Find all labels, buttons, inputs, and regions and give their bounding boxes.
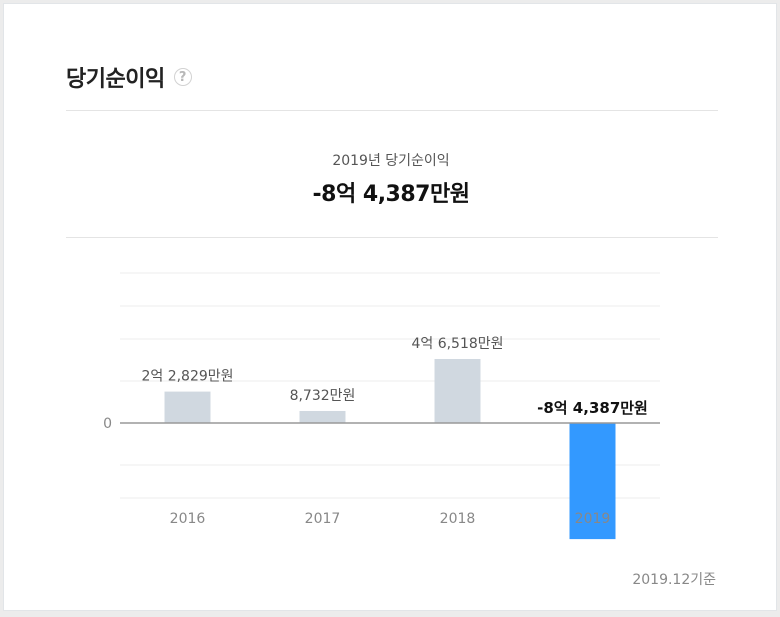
bar (569, 423, 616, 540)
net-income-card: 당기순이익 ? 2019년 당기순이익 -8억 4,387만원 2019.12기… (3, 3, 777, 611)
section-title: 당기순이익 (66, 67, 165, 92)
x-tick-label: 2017 (305, 511, 341, 527)
x-tick-label: 2016 (170, 511, 206, 527)
x-tick-label: 2019 (575, 511, 611, 527)
title-divider (66, 110, 718, 111)
bar (164, 391, 211, 423)
bar (299, 410, 346, 423)
title-row: 당기순이익 ? (66, 60, 192, 94)
summary-divider (66, 237, 718, 238)
reference-date: 2019.12기준 (632, 572, 716, 588)
summary-value: -8억 4,387만원 (312, 182, 470, 207)
x-tick-label: 2018 (440, 511, 476, 527)
data-label: 2억 2,829만원 (141, 369, 233, 385)
data-label: -8억 4,387만원 (537, 399, 648, 417)
question-circle-icon[interactable]: ? (173, 68, 192, 86)
bar (434, 359, 481, 423)
data-label: 4억 6,518만원 (411, 336, 503, 352)
summary-label: 2019년 당기순이익 (332, 153, 450, 169)
y-tick-label: 0 (103, 416, 112, 432)
data-label: 8,732만원 (290, 388, 356, 404)
